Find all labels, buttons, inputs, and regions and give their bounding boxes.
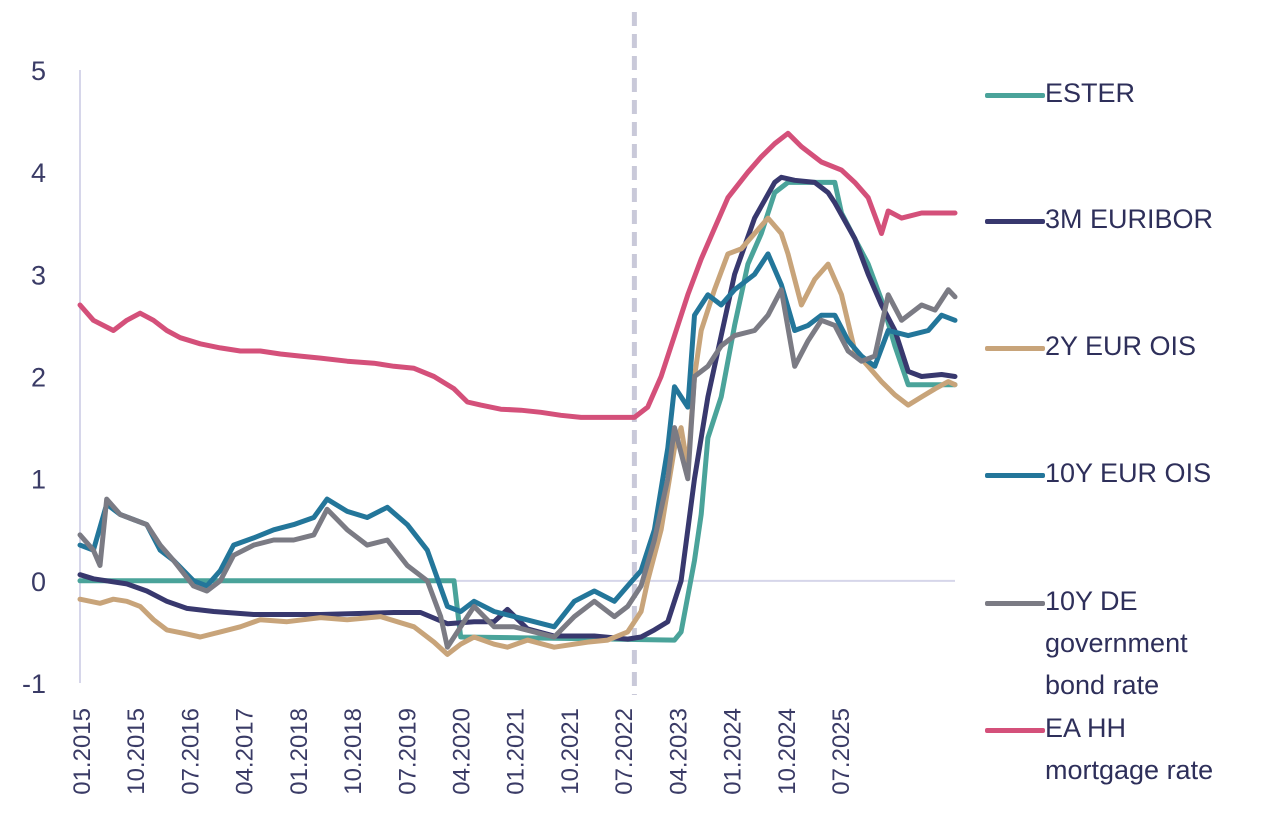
y-tick-label: -1 <box>22 669 46 699</box>
x-tick-label: 01.2015 <box>69 708 96 795</box>
x-tick-label: 01.2024 <box>720 708 747 795</box>
y-tick-label: 2 <box>31 363 46 393</box>
x-tick-label: 07.2022 <box>611 708 638 795</box>
y-axis-ticks: 5 4 3 2 1 0 -1 <box>22 56 46 699</box>
series-line-10y-de-government-bond-rate <box>77 287 958 650</box>
x-tick-label: 10.2024 <box>774 708 801 795</box>
legend-item-2y-eur-ois: 2Y EUR OIS <box>985 329 1260 367</box>
legend-swatch-ester <box>985 93 1045 98</box>
series-line-2y-eur-ois <box>77 215 958 657</box>
legend-swatch-10y-de-bond <box>985 601 1045 606</box>
legend-label-ester: ESTER <box>1045 78 1136 108</box>
legend-item-ea-hh-mortgage: EA HH mortgage rate <box>985 711 1245 791</box>
legend-label-10y-de-bond: 10Y DE government bond rate <box>1045 586 1188 700</box>
legend-label-10y-eur-ois: 10Y EUR OIS <box>1045 458 1212 488</box>
x-tick-label: 07.2025 <box>828 708 855 795</box>
legend-item-ester: ESTER <box>985 76 1260 114</box>
y-tick-label: 5 <box>31 56 46 86</box>
legend-swatch-10y-eur-ois <box>985 473 1045 478</box>
legend-label-ea-hh-mortgage: EA HH mortgage rate <box>1045 713 1214 785</box>
x-tick-label: 07.2016 <box>177 708 204 795</box>
y-tick-label: 4 <box>31 158 46 188</box>
y-tick-label: 3 <box>31 260 46 290</box>
legend-swatch-2y-eur-ois <box>985 346 1045 351</box>
legend-label-3m-euribor: 3M EURIBOR <box>1045 204 1214 234</box>
x-tick-label: 04.2017 <box>232 708 259 795</box>
x-tick-label: 04.2023 <box>665 708 692 795</box>
x-tick-label: 01.2018 <box>286 708 313 795</box>
series-line-3m-euribor <box>77 174 958 642</box>
series-line-10y-eur-ois <box>77 251 958 630</box>
legend-item-10y-eur-ois: 10Y EUR OIS <box>985 456 1260 494</box>
legend-item-3m-euribor: 3M EURIBOR <box>985 202 1260 240</box>
x-tick-label: 04.2020 <box>449 708 476 795</box>
y-tick-label: 0 <box>31 567 46 597</box>
x-tick-label: 10.2018 <box>340 708 367 795</box>
x-tick-label: 10.2021 <box>557 708 584 795</box>
x-tick-label: 10.2015 <box>123 708 150 795</box>
series-line-ester <box>77 179 958 643</box>
y-tick-label: 1 <box>31 465 46 495</box>
series-lines <box>77 130 958 657</box>
series-line-ea-hh-mortgage-rate <box>77 130 958 420</box>
legend-swatch-ea-hh-mortgage <box>985 728 1045 733</box>
legend-label-2y-eur-ois: 2Y EUR OIS <box>1045 331 1197 361</box>
x-tick-label: 01.2021 <box>503 708 530 795</box>
x-tick-label: 07.2019 <box>394 708 421 795</box>
legend-swatch-3m-euribor <box>985 219 1045 224</box>
legend-item-10y-de-bond: 10Y DE government bond rate <box>985 584 1235 706</box>
x-axis-ticks: 01.2015 10.2015 07.2016 04.2017 01.2018 10.20… <box>69 708 855 795</box>
